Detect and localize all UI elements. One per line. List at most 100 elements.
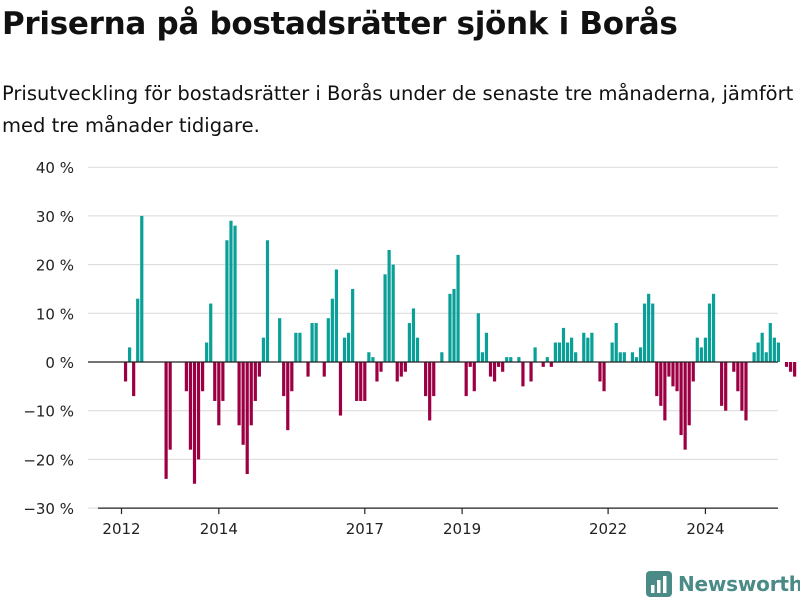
bar bbox=[282, 362, 286, 397]
bar bbox=[634, 357, 639, 362]
bar bbox=[764, 352, 768, 362]
bar bbox=[294, 332, 298, 362]
bar bbox=[245, 362, 249, 475]
bar bbox=[752, 352, 756, 362]
bar bbox=[140, 215, 144, 362]
bar bbox=[707, 303, 712, 362]
bar bbox=[699, 347, 703, 362]
bar bbox=[359, 362, 363, 401]
bar bbox=[205, 342, 209, 362]
bar bbox=[488, 362, 493, 377]
x-tick-label: 2014 bbox=[200, 520, 238, 538]
bar bbox=[290, 362, 294, 392]
y-tick-label: 20 % bbox=[36, 257, 74, 275]
bar bbox=[659, 362, 663, 406]
bar bbox=[582, 332, 586, 362]
bar-chart: −30 %−20 %−10 %0 %10 %20 %30 %40 % 2012 2… bbox=[23, 159, 797, 538]
bar bbox=[241, 362, 245, 445]
bar bbox=[793, 362, 797, 377]
bar bbox=[225, 240, 229, 362]
bar bbox=[501, 362, 505, 372]
bar bbox=[590, 332, 594, 362]
bar bbox=[330, 298, 334, 362]
bar bbox=[351, 288, 355, 362]
bar bbox=[541, 362, 545, 367]
bar bbox=[614, 323, 618, 362]
bar bbox=[647, 293, 651, 362]
bar bbox=[679, 362, 683, 436]
bar bbox=[675, 362, 679, 392]
bar bbox=[375, 362, 379, 382]
bar bbox=[630, 352, 635, 362]
bar bbox=[695, 337, 699, 362]
bar bbox=[395, 362, 399, 382]
bar bbox=[691, 362, 695, 382]
y-tick-label: 30 % bbox=[36, 208, 74, 226]
bar bbox=[574, 352, 578, 362]
bar bbox=[476, 313, 480, 362]
bar bbox=[549, 362, 553, 367]
y-tick-label: −30 % bbox=[23, 500, 74, 518]
bar bbox=[703, 337, 708, 362]
bar bbox=[651, 303, 655, 362]
bar bbox=[229, 220, 233, 362]
bar bbox=[196, 362, 201, 460]
x-tick-label: 2019 bbox=[443, 520, 481, 538]
grid-lines bbox=[88, 166, 778, 509]
bar bbox=[724, 362, 728, 411]
bar bbox=[367, 352, 371, 362]
bar bbox=[517, 357, 521, 362]
bar bbox=[249, 362, 253, 426]
bar bbox=[338, 362, 343, 416]
bar bbox=[298, 332, 302, 362]
x-tick-label: 2024 bbox=[686, 520, 724, 538]
x-tick-label: 2012 bbox=[102, 520, 140, 538]
bar bbox=[403, 362, 407, 372]
bar bbox=[736, 362, 740, 392]
bar bbox=[213, 362, 217, 401]
bar bbox=[164, 362, 168, 479]
bar bbox=[188, 362, 193, 450]
bar bbox=[529, 362, 533, 382]
bar bbox=[209, 303, 213, 362]
bar bbox=[484, 332, 489, 362]
bar bbox=[424, 362, 428, 397]
bar bbox=[533, 347, 537, 362]
bar bbox=[760, 332, 764, 362]
x-axis: 2012 2014 2017 2019 2022 2024 bbox=[98, 507, 778, 538]
bar bbox=[720, 362, 724, 406]
bar bbox=[123, 362, 128, 382]
bar bbox=[683, 362, 687, 450]
bar bbox=[671, 362, 675, 387]
bar bbox=[168, 362, 172, 450]
bar bbox=[342, 337, 347, 362]
y-tick-label: 0 % bbox=[45, 354, 74, 372]
bar bbox=[415, 337, 420, 362]
bar bbox=[553, 342, 557, 362]
bar bbox=[509, 357, 513, 362]
newsworthy-logo-icon bbox=[646, 571, 672, 597]
bar bbox=[663, 362, 667, 421]
bar bbox=[286, 362, 290, 431]
bar bbox=[732, 362, 736, 372]
bar bbox=[184, 362, 188, 392]
brand-name: Newsworthy bbox=[678, 572, 800, 596]
bar bbox=[363, 362, 367, 401]
bar bbox=[756, 342, 760, 362]
y-tick-label: −20 % bbox=[23, 451, 74, 469]
brand-footer: Newsworthy bbox=[646, 570, 800, 598]
bar bbox=[744, 362, 748, 421]
bar bbox=[586, 337, 590, 362]
bar bbox=[221, 362, 225, 401]
bar bbox=[217, 362, 221, 426]
bar bbox=[784, 362, 789, 367]
bar bbox=[322, 362, 326, 377]
bar bbox=[776, 342, 781, 362]
bar bbox=[521, 362, 525, 387]
bar bbox=[399, 362, 403, 377]
bar bbox=[265, 240, 270, 362]
bar bbox=[306, 362, 310, 377]
bar bbox=[642, 303, 647, 362]
bar bbox=[407, 323, 412, 362]
bar bbox=[480, 352, 484, 362]
